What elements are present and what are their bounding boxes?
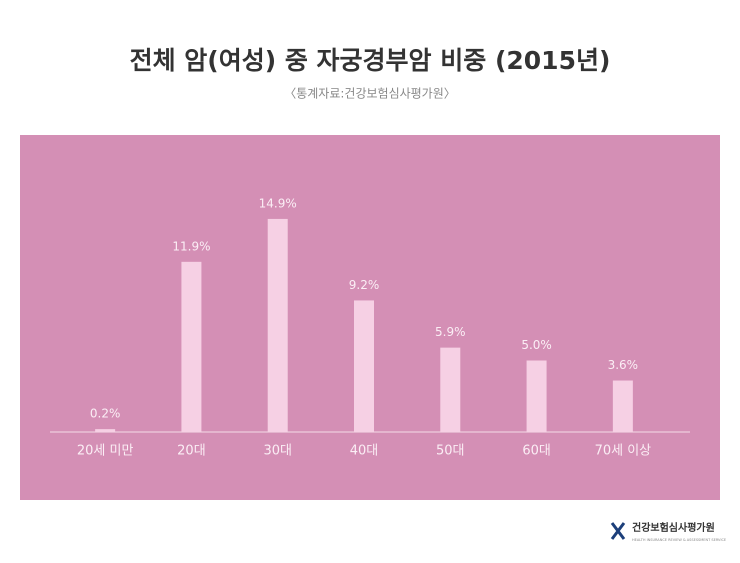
chart-subtitle: 〈통계자료:건강보험심사평가원〉 [284, 87, 456, 101]
data-label: 5.0% [521, 338, 552, 352]
x-tick-label: 60대 [522, 444, 551, 459]
bar [612, 380, 633, 432]
data-label: 11.9% [172, 239, 210, 253]
chart-title: 전체 암(여성) 중 자궁경부암 비중 (2015년) [130, 46, 611, 75]
x-tick-label: 70세 이상 [595, 444, 652, 459]
logo: 건강보험심사평가원 HEALTH INSURANCE REVIEW & ASSE… [610, 521, 726, 542]
bar [181, 261, 202, 432]
bar [95, 429, 116, 432]
data-label: 9.2% [349, 278, 380, 292]
logo-tagline: HEALTH INSURANCE REVIEW & ASSESSMENT SER… [632, 538, 726, 542]
x-tick-label: 40대 [350, 444, 379, 459]
logo-name: 건강보험심사평가원 [632, 521, 715, 534]
x-tick-label: 50대 [436, 444, 465, 459]
logo-icon [610, 522, 626, 540]
data-label: 5.9% [435, 325, 466, 339]
x-tick-label: 20대 [177, 444, 206, 459]
bar [354, 300, 374, 432]
bar [526, 360, 547, 432]
bar [267, 218, 288, 432]
x-tick-label: 30대 [263, 444, 292, 459]
data-label: 14.9% [259, 196, 297, 210]
x-tick-label: 20세 미만 [77, 444, 134, 459]
bar [440, 347, 461, 432]
data-label: 3.6% [608, 358, 639, 372]
data-label: 0.2% [90, 407, 121, 421]
